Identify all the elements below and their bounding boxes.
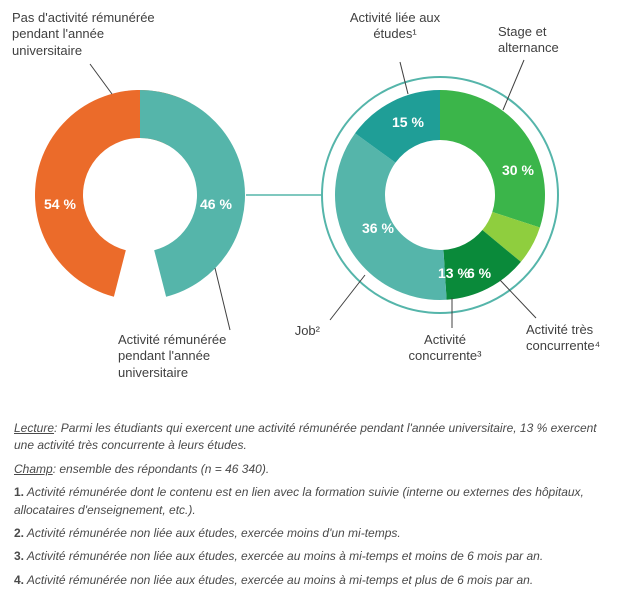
slice-label: Activité rémunérée pendant l'année unive… (118, 332, 268, 381)
footer-text: Lecture: Parmi les étudiants qui exercen… (14, 420, 616, 595)
note-1: 1. Activité rémunérée dont le contenu es… (14, 484, 616, 519)
pct-label: 13 % (438, 265, 470, 281)
lecture-body: : Parmi les étudiants qui exercent une a… (14, 421, 597, 452)
lecture-kw: Lecture (14, 421, 54, 435)
pct-label: 54 % (44, 196, 76, 212)
champ-kw: Champ (14, 462, 53, 476)
chart-area: Pas d'activité rémunérée pendant l'année… (0, 0, 630, 410)
slice-label: Activité concurrente³ (390, 332, 500, 365)
note-2: 2. Activité rémunérée non liée aux étude… (14, 525, 616, 542)
champ-line: Champ: ensemble des répondants (n = 46 3… (14, 461, 616, 478)
pct-label: 15 % (392, 114, 424, 130)
slice-label: Activité liée aux études¹ (340, 10, 450, 43)
slice-label: Activité très concurrente⁴ (526, 322, 616, 355)
slice-label: Pas d'activité rémunérée pendant l'année… (12, 10, 162, 59)
champ-body: : ensemble des répondants (n = 46 340). (53, 462, 269, 476)
slice-label: Stage et alternance (498, 24, 588, 57)
pct-label: 6 % (467, 265, 491, 281)
pct-label: 30 % (502, 162, 534, 178)
donut-slice (440, 90, 545, 227)
note-3: 3. Activité rémunérée non liée aux étude… (14, 548, 616, 565)
pct-label: 46 % (200, 196, 232, 212)
slice-label: Job² (280, 323, 320, 339)
lecture-line: Lecture: Parmi les étudiants qui exercen… (14, 420, 616, 455)
pct-label: 36 % (362, 220, 394, 236)
note-4: 4. Activité rémunérée non liée aux étude… (14, 572, 616, 589)
